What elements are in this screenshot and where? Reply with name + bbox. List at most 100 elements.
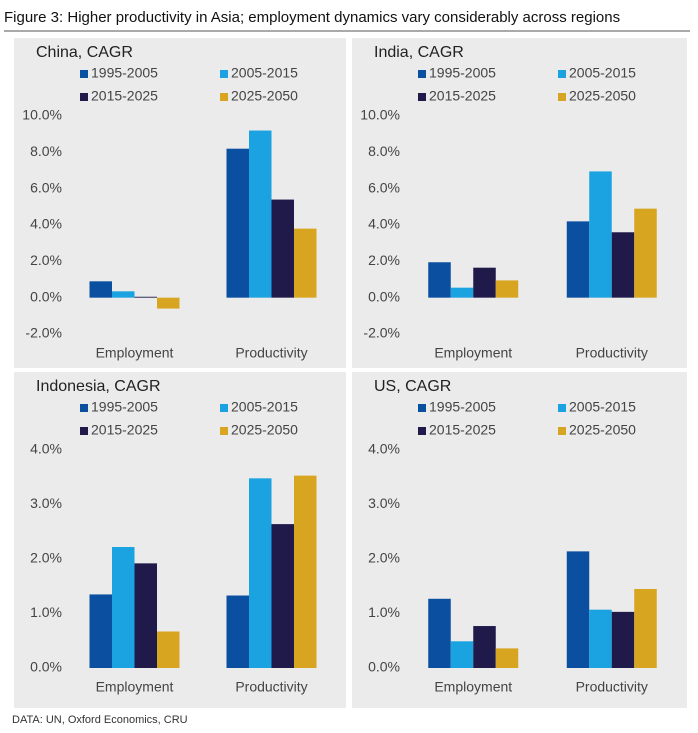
- bar: [473, 267, 496, 298]
- figure-title: Figure 3: Higher productivity in Asia; e…: [4, 9, 620, 26]
- bar: [226, 595, 249, 668]
- x-tick-label: Productivity: [576, 679, 648, 695]
- legend-swatch: [418, 93, 426, 101]
- bar: [589, 171, 612, 298]
- legend-swatch: [558, 427, 566, 435]
- legend-swatch: [418, 404, 426, 412]
- legend-label: 1995-2005: [429, 399, 496, 415]
- legend-swatch: [80, 427, 88, 435]
- y-tick-label: 2.0%: [368, 252, 400, 268]
- y-tick-label: -2.0%: [25, 325, 62, 341]
- bar: [157, 297, 180, 309]
- y-tick-label: -2.0%: [363, 325, 400, 341]
- legend-swatch: [558, 70, 566, 78]
- legend-label: 2015-2025: [91, 422, 158, 438]
- bar: [226, 148, 249, 298]
- bar: [294, 475, 317, 668]
- legend-label: 1995-2005: [429, 65, 496, 81]
- panel-background: [352, 38, 687, 368]
- panel-title: China, CAGR: [36, 44, 133, 61]
- x-tick-label: Employment: [434, 679, 512, 695]
- bar: [473, 626, 496, 668]
- bar: [611, 232, 635, 298]
- x-tick-label: Productivity: [235, 679, 307, 695]
- legend-label: 2025-2050: [231, 88, 298, 104]
- x-tick-label: Employment: [434, 345, 512, 361]
- y-tick-label: 1.0%: [368, 604, 400, 620]
- legend-label: 2025-2050: [569, 88, 636, 104]
- legend-label: 2005-2015: [231, 65, 298, 81]
- legend-label: 2015-2025: [429, 422, 496, 438]
- y-tick-label: 8.0%: [30, 143, 62, 159]
- y-tick-label: 8.0%: [368, 143, 400, 159]
- y-tick-label: 0.0%: [368, 288, 400, 304]
- x-tick-label: Productivity: [576, 345, 648, 361]
- x-tick-label: Employment: [96, 679, 174, 695]
- bar: [634, 588, 657, 668]
- y-tick-label: 0.0%: [30, 659, 62, 675]
- panel-title: Indonesia, CAGR: [36, 378, 161, 395]
- legend-label: 2005-2015: [569, 65, 636, 81]
- legend-label: 2025-2050: [231, 422, 298, 438]
- x-tick-label: Employment: [96, 345, 174, 361]
- y-tick-label: 2.0%: [368, 550, 400, 566]
- y-tick-label: 1.0%: [30, 604, 62, 620]
- bar: [271, 524, 294, 668]
- bar: [249, 478, 272, 668]
- legend-swatch: [80, 70, 88, 78]
- legend-swatch: [220, 404, 228, 412]
- bar: [428, 262, 451, 298]
- y-tick-label: 3.0%: [368, 495, 400, 511]
- bar: [428, 598, 451, 668]
- legend-swatch: [80, 404, 88, 412]
- legend-label: 1995-2005: [91, 399, 158, 415]
- y-tick-label: 0.0%: [30, 288, 62, 304]
- y-tick-label: 4.0%: [30, 441, 62, 457]
- bar: [157, 631, 180, 668]
- y-tick-label: 0.0%: [368, 659, 400, 675]
- bar: [112, 291, 135, 298]
- legend-label: 1995-2005: [91, 65, 158, 81]
- y-tick-label: 3.0%: [30, 495, 62, 511]
- bar: [134, 563, 157, 668]
- panel-title: US, CAGR: [374, 378, 451, 395]
- bar: [89, 594, 112, 668]
- legend-swatch: [418, 427, 426, 435]
- bar: [495, 280, 519, 298]
- legend-swatch: [558, 93, 566, 101]
- source: DATA: UN, Oxford Economics, CRU: [12, 714, 188, 726]
- bar: [495, 648, 519, 668]
- bar: [566, 551, 590, 668]
- legend-label: 2005-2015: [569, 399, 636, 415]
- y-tick-label: 10.0%: [360, 107, 400, 123]
- legend-swatch: [80, 93, 88, 101]
- bar: [566, 221, 590, 298]
- bar: [634, 208, 657, 298]
- y-tick-label: 6.0%: [30, 179, 62, 195]
- legend-swatch: [558, 404, 566, 412]
- bar: [112, 547, 135, 668]
- y-tick-label: 4.0%: [30, 216, 62, 232]
- y-tick-label: 10.0%: [22, 107, 62, 123]
- bar: [89, 281, 112, 298]
- x-tick-label: Productivity: [235, 345, 307, 361]
- bar: [271, 199, 294, 298]
- bar: [450, 641, 474, 668]
- y-tick-label: 4.0%: [368, 216, 400, 232]
- legend-swatch: [220, 427, 228, 435]
- legend-swatch: [418, 70, 426, 78]
- legend-swatch: [220, 93, 228, 101]
- y-tick-label: 2.0%: [30, 550, 62, 566]
- bar: [134, 296, 157, 298]
- y-tick-label: 4.0%: [368, 441, 400, 457]
- bar: [611, 611, 635, 668]
- panel-title: India, CAGR: [374, 44, 464, 61]
- y-tick-label: 2.0%: [30, 252, 62, 268]
- legend-label: 2015-2025: [91, 88, 158, 104]
- legend-label: 2025-2050: [569, 422, 636, 438]
- legend-swatch: [220, 70, 228, 78]
- bar: [294, 228, 317, 298]
- bar: [450, 287, 474, 298]
- bar: [249, 130, 272, 298]
- y-tick-label: 6.0%: [368, 179, 400, 195]
